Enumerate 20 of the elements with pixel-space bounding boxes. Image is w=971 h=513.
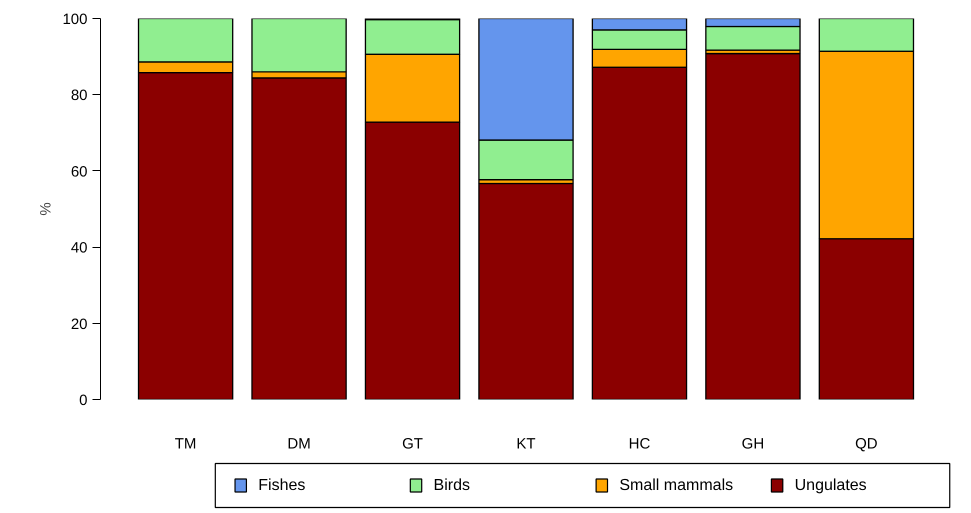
- y-tick-label: 60: [70, 163, 88, 180]
- legend-label: Fishes: [258, 477, 306, 494]
- y-axis-title: %: [37, 202, 54, 216]
- x-tick-label: KT: [516, 436, 536, 452]
- legend-label: Small mammals: [619, 477, 734, 494]
- x-tick-label: GH: [742, 436, 764, 452]
- legend-label: Ungulates: [794, 477, 867, 494]
- legend-label: Birds: [434, 477, 470, 494]
- y-tick-label: 80: [70, 87, 88, 104]
- y-tick-label: 40: [70, 240, 88, 257]
- y-tick-label: 20: [70, 316, 88, 333]
- y-tick-label: 0: [79, 392, 88, 409]
- x-tick-label: HC: [628, 436, 650, 452]
- x-tick-label: DM: [287, 436, 311, 452]
- x-tick-label: QD: [855, 436, 878, 452]
- bar: [478, 182, 574, 400]
- y-tick-label: 100: [62, 11, 88, 28]
- bar: [705, 52, 801, 400]
- x-tick-label: GT: [402, 436, 423, 452]
- x-tick-label: TM: [174, 436, 196, 452]
